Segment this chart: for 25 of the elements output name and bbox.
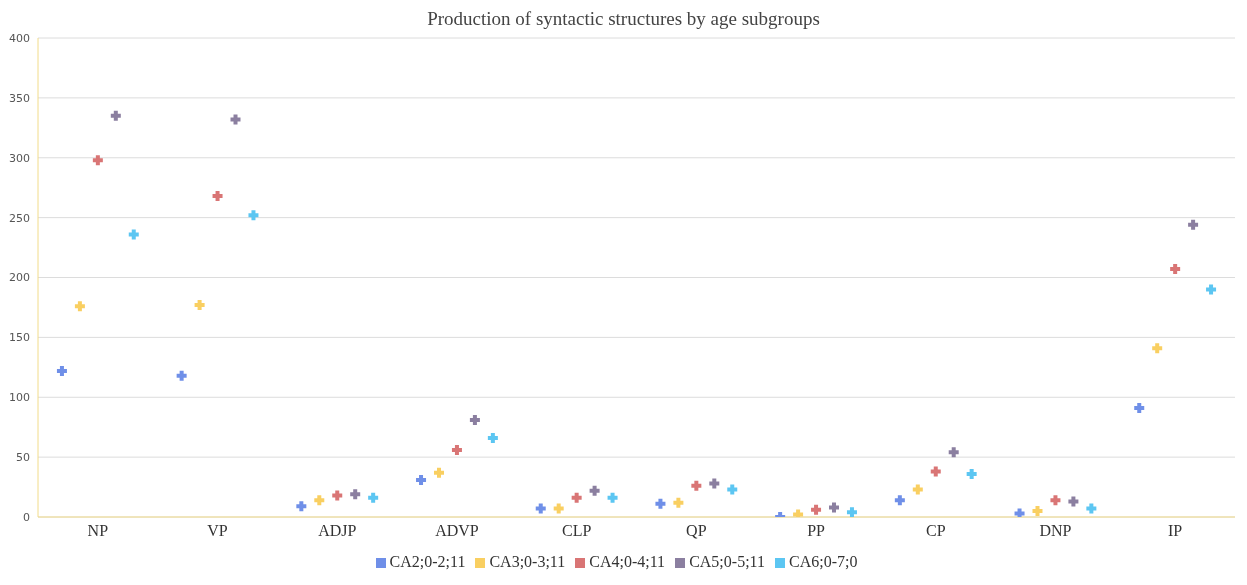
x-tick-label: CLP — [561, 522, 592, 540]
legend-label: CA6;0-7;0 — [788, 553, 858, 570]
legend-label: CA5;0-5;11 — [689, 553, 765, 570]
legend-label: CA4;0-4;11 — [589, 553, 666, 570]
x-tick-label: ADJP — [318, 522, 357, 540]
y-tick-label: 350 — [9, 91, 30, 105]
chart-title: Production of syntactic structures by age subgroups — [426, 8, 821, 30]
legend-label: CA3;0-3;11 — [489, 553, 566, 570]
x-tick-label: CP — [925, 522, 946, 540]
x-tick-label: NP — [87, 522, 109, 540]
x-tick-label: PP — [807, 522, 826, 540]
x-tick-label: ADVP — [435, 522, 479, 540]
y-tick-label: 300 — [9, 151, 30, 165]
y-tick-label: 100 — [9, 391, 30, 405]
y-tick-label: 150 — [9, 331, 30, 345]
x-tick-label: QP — [686, 522, 707, 540]
x-tick-label: DNP — [1039, 522, 1072, 540]
y-tick-label: 0 — [23, 510, 30, 524]
legend-label: CA2;0-2;11 — [389, 553, 466, 570]
y-tick-label: 400 — [9, 31, 30, 45]
y-tick-label: 200 — [9, 271, 30, 285]
y-tick-label: 250 — [9, 211, 30, 225]
y-tick-label: 50 — [16, 451, 30, 465]
x-tick-label: IP — [1168, 522, 1183, 540]
x-tick-label: VP — [207, 522, 228, 540]
